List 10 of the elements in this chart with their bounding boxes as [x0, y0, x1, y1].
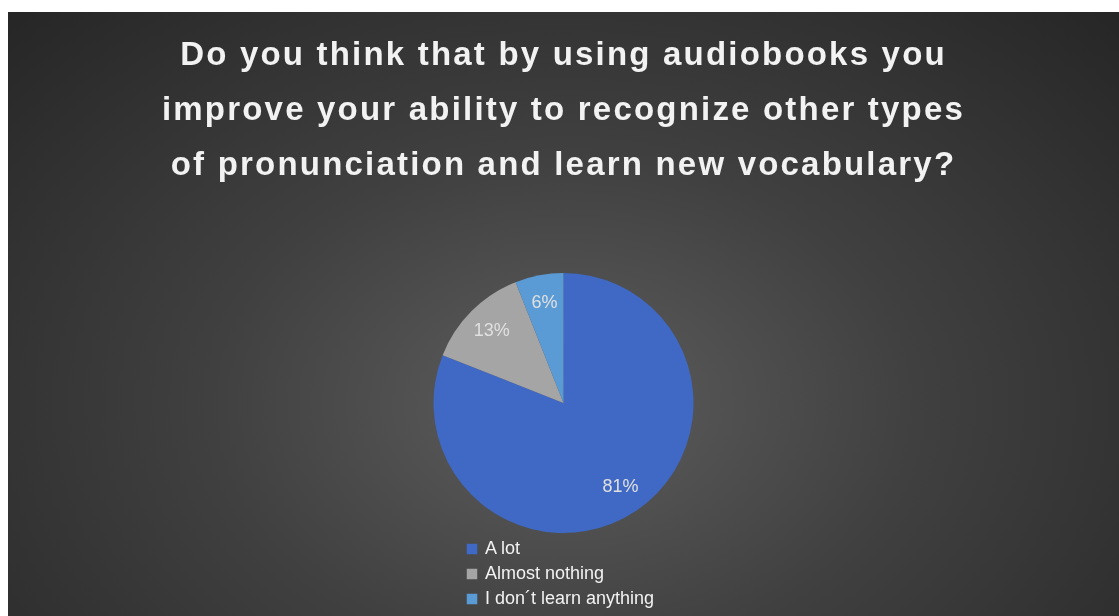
legend-label: I don´t learn anything — [485, 588, 655, 608]
data-label: 6% — [531, 292, 558, 313]
chart-title: Do you think that by using audiobooks you improve your ability to recognize other types of pronunciation and learn new vocabulary? — [160, 34, 967, 184]
legend-label: Almost nothing — [485, 563, 605, 583]
pie-slice — [442, 282, 564, 403]
data-label: 13% — [473, 320, 510, 341]
legend-label: A lot — [485, 538, 521, 558]
pie-slice — [433, 273, 694, 533]
pie-slice — [515, 273, 564, 403]
data-label: 81% — [602, 475, 639, 496]
